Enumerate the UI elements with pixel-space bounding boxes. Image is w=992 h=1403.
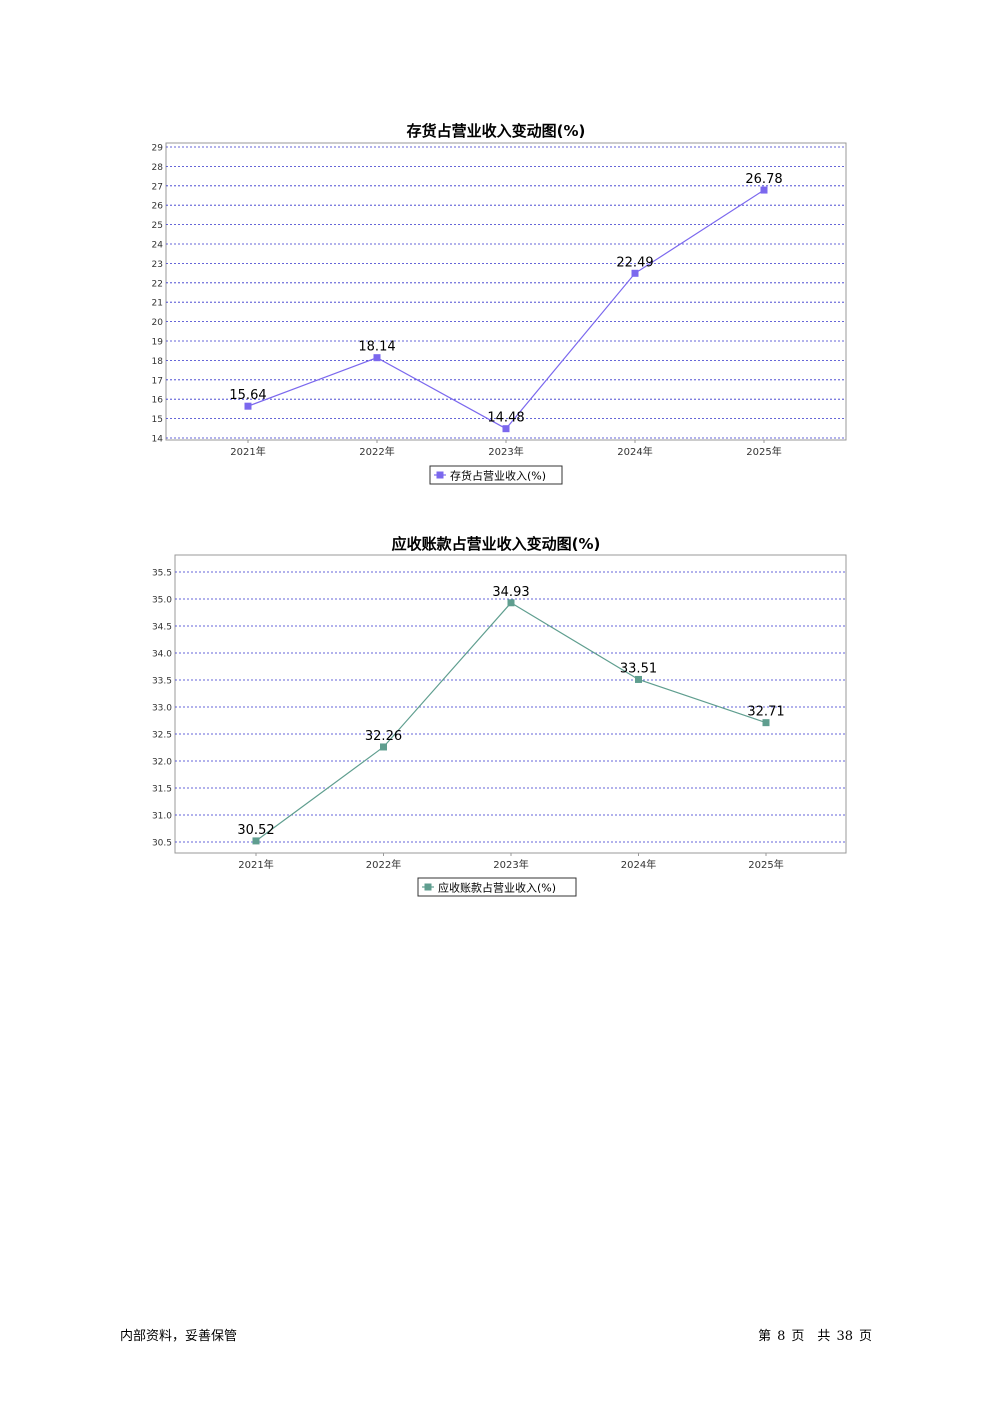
y-tick-label: 17: [152, 376, 163, 386]
legend-label: 应收账款占营业收入(%): [438, 881, 556, 895]
legend-marker: [424, 883, 432, 891]
y-tick-label: 25: [152, 221, 163, 231]
legend: 存货占营业收入(%): [429, 465, 563, 485]
y-tick-label: 35.0: [152, 596, 172, 606]
x-tick-label: 2022年: [366, 858, 401, 871]
data-point: [502, 425, 510, 433]
data-label: 14.48: [487, 411, 524, 426]
chart-2-receivables-ratio: 30.5 31.0 31.5 32.0 32.5 33.0 33.5 34.0 34.5 35.0…: [152, 554, 847, 897]
x-tick-label: 2024年: [617, 445, 652, 458]
y-tick-label: 34.5: [152, 623, 172, 633]
data-label: 32.71: [747, 705, 784, 720]
data-label: 26.78: [745, 172, 782, 187]
legend-box: [417, 877, 577, 897]
y-tick-label: 29: [152, 144, 164, 154]
y-tick-label: 31.5: [152, 785, 172, 795]
y-tick-label: 15: [152, 415, 163, 425]
x-tick-label: 2021年: [230, 445, 265, 458]
x-tick-label: 2025年: [746, 445, 781, 458]
data-label: 33.51: [620, 661, 657, 676]
chart-1-title: 存货占营业收入变动图(%): [406, 122, 586, 140]
data-point: [244, 402, 252, 410]
page-total: 38: [836, 1329, 853, 1344]
data-point: [635, 675, 642, 683]
y-tick-label: 30.5: [152, 839, 172, 849]
data-point: [373, 354, 381, 362]
data-point: [380, 743, 387, 751]
data-point: [507, 599, 515, 607]
y-tick-label: 31.0: [152, 812, 172, 822]
y-tick-label: 27: [152, 182, 163, 192]
y-tick-label: 33.5: [152, 677, 172, 687]
data-point: [760, 186, 768, 194]
y-tick-label: 34.0: [152, 650, 172, 660]
x-tick-label: 2025年: [748, 858, 783, 871]
chart-2-title: 应收账款占营业收入变动图(%): [391, 535, 601, 553]
data-label: 32.26: [365, 729, 402, 744]
y-tick-label: 18: [152, 357, 164, 367]
data-label: 15.64: [229, 388, 266, 403]
x-tick-label: 2021年: [238, 858, 273, 871]
data-point: [762, 719, 770, 727]
y-tick-label: 26: [152, 202, 164, 212]
y-tick-label: 14: [152, 435, 164, 445]
page-mid: 页 共: [791, 1329, 831, 1344]
y-tick-label: 32.0: [152, 758, 172, 768]
y-tick-label: 28: [152, 163, 164, 173]
plot-area: [165, 142, 847, 441]
y-tick-label: 33.0: [152, 704, 172, 714]
data-point: [252, 837, 260, 845]
data-point: [631, 269, 639, 277]
data-label: 22.49: [616, 255, 653, 270]
data-label: 18.14: [358, 340, 395, 355]
legend: 应收账款占营业收入(%): [417, 877, 577, 897]
x-tick-label: 2024年: [621, 858, 656, 871]
legend-box: [429, 465, 563, 485]
legend-marker: [436, 471, 444, 479]
y-tick-label: 21: [152, 299, 163, 309]
page-prefix: 第: [758, 1329, 772, 1344]
y-tick-label: 32.5: [152, 731, 172, 741]
page-current: 8: [777, 1329, 786, 1344]
y-tick-label: 19: [152, 338, 164, 348]
chart-1-inventory-ratio: 14 15 16 17 18 19 20 21 22 23 24 25 26 27 28 29 2021年 202…: [152, 142, 847, 485]
y-tick-label: 23: [152, 260, 163, 270]
x-tick-label: 2023年: [493, 858, 528, 871]
footer-confidential-note: 内部资料，妥善保管: [120, 1329, 238, 1344]
x-tick-label: 2023年: [488, 445, 523, 458]
y-tick-label: 35.5: [152, 569, 172, 579]
data-label: 30.52: [237, 823, 274, 838]
y-tick-label: 20: [152, 318, 164, 328]
page-suffix: 页: [858, 1329, 872, 1344]
y-tick-label: 24: [152, 241, 164, 251]
y-tick-label: 22: [152, 279, 163, 289]
data-label: 34.93: [492, 585, 529, 600]
x-tick-label: 2022年: [359, 445, 394, 458]
legend-label: 存货占营业收入(%): [450, 469, 546, 483]
y-tick-label: 16: [152, 396, 164, 406]
